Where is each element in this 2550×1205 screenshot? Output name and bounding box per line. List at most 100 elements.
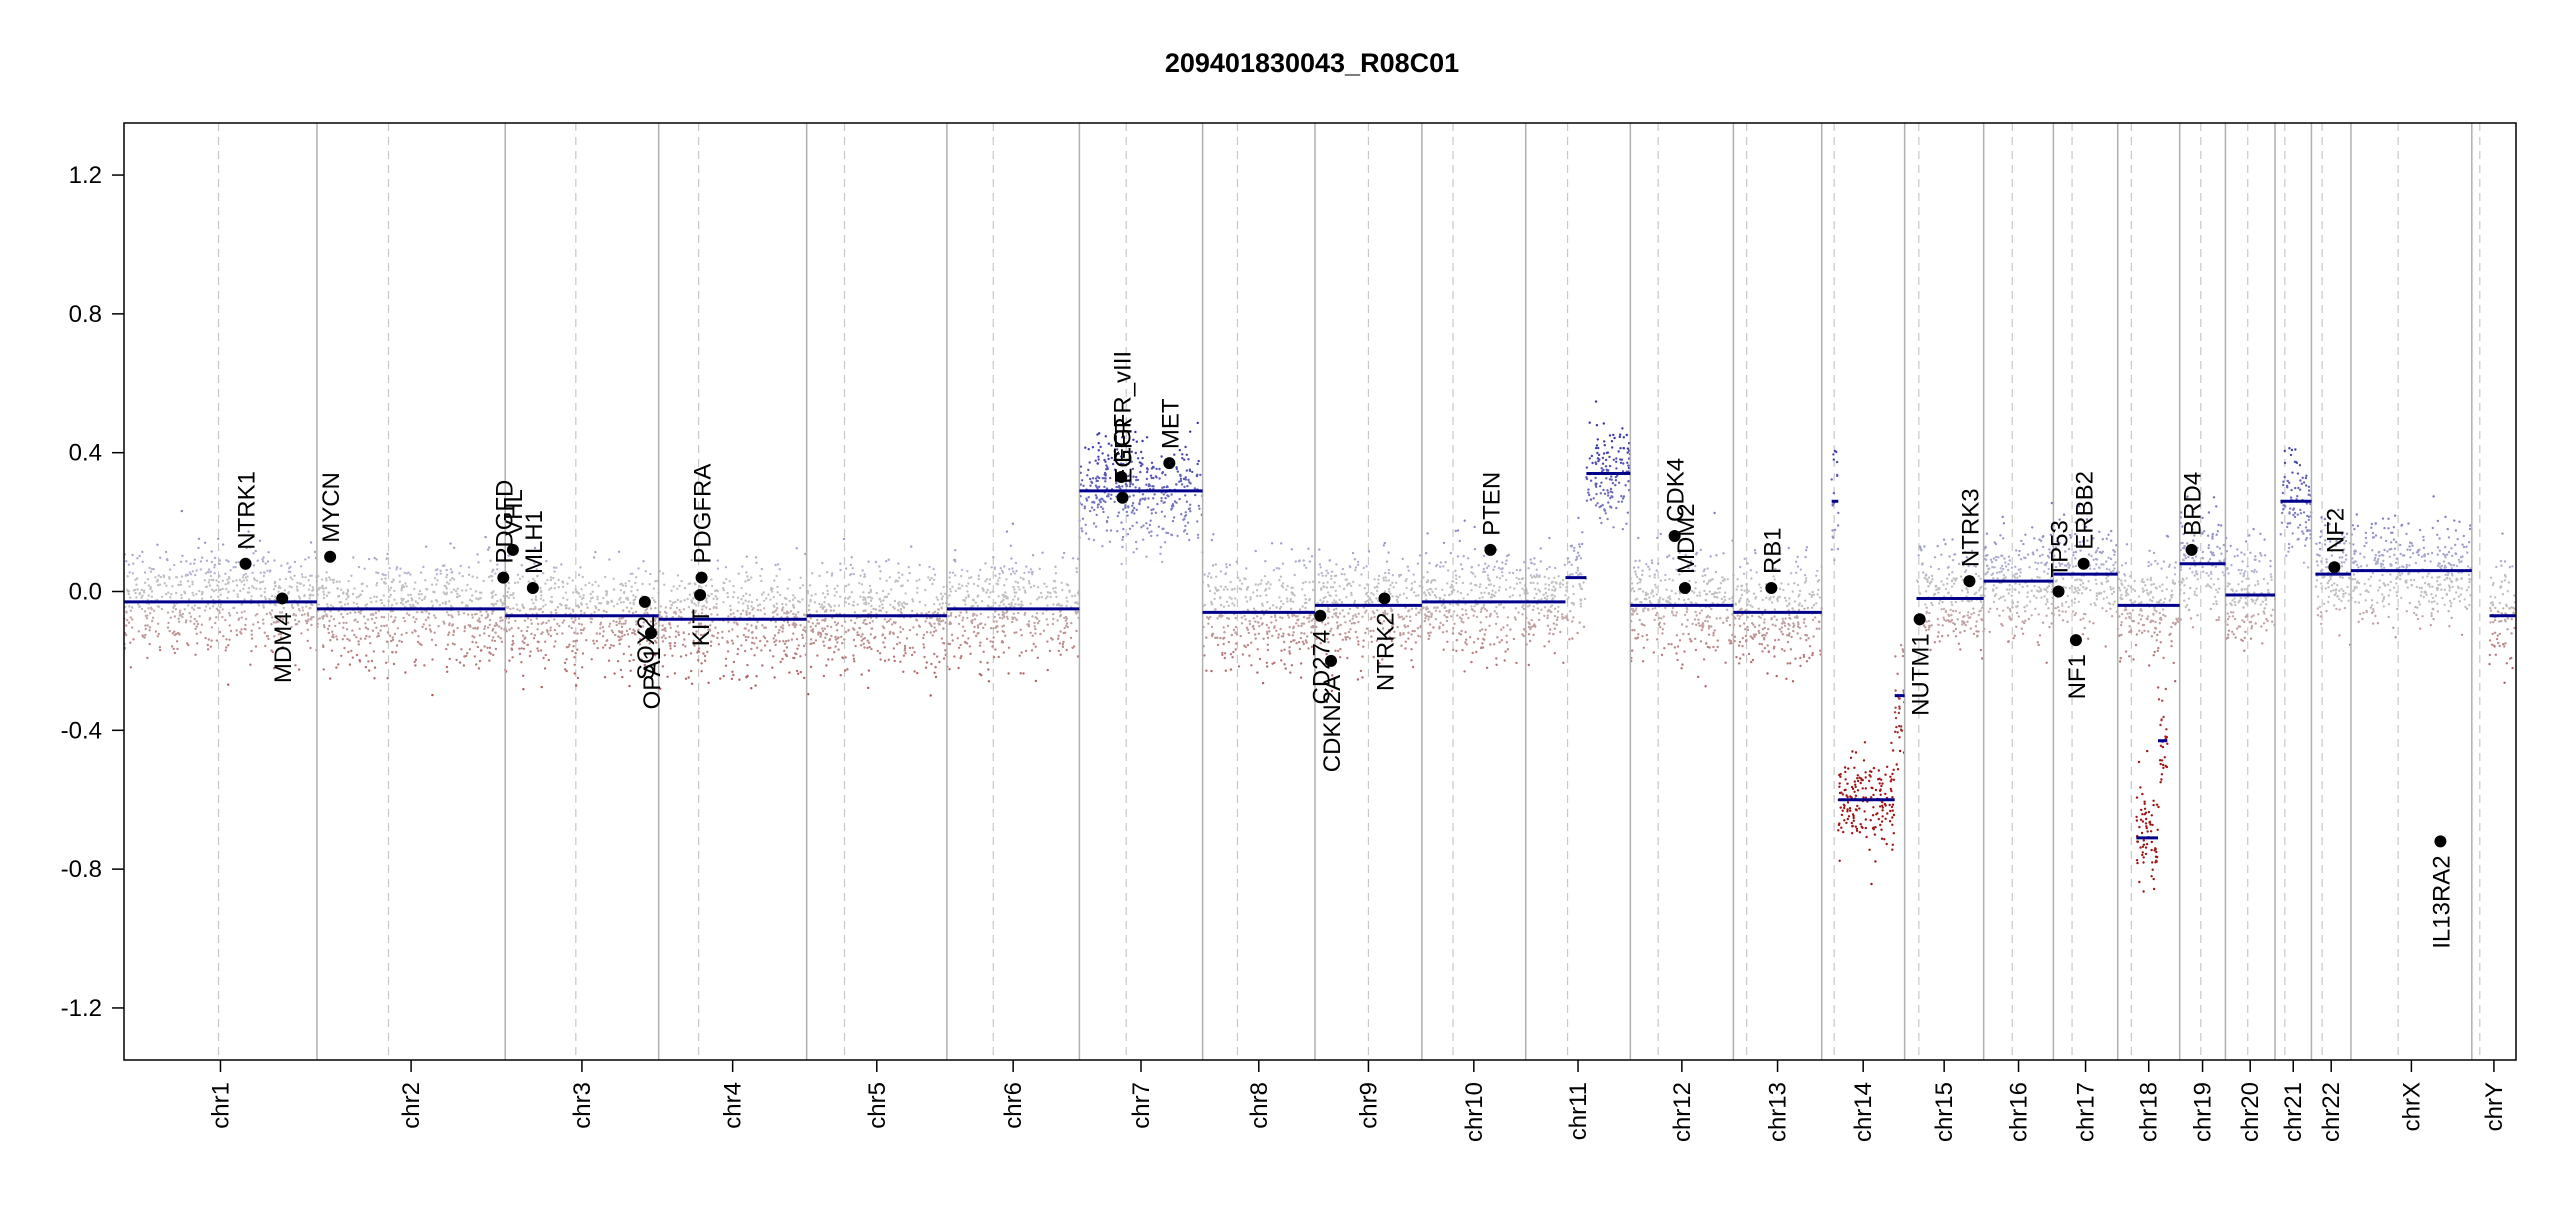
probe-point bbox=[1483, 555, 1485, 557]
probe-point bbox=[196, 620, 198, 622]
probe-point bbox=[1435, 607, 1437, 609]
probe-point bbox=[527, 644, 529, 646]
probe-point bbox=[447, 644, 449, 646]
probe-point bbox=[728, 630, 730, 632]
probe-point bbox=[1663, 623, 1665, 625]
probe-point bbox=[254, 579, 256, 581]
probe-point bbox=[864, 637, 866, 639]
probe-point bbox=[1432, 626, 1434, 628]
probe-point bbox=[998, 656, 1000, 658]
probe-point bbox=[1354, 614, 1356, 616]
probe-point bbox=[435, 583, 437, 585]
probe-point bbox=[706, 601, 708, 603]
probe-point bbox=[1658, 601, 1660, 603]
probe-point bbox=[1020, 629, 1022, 631]
probe-point bbox=[992, 641, 994, 643]
probe-point bbox=[477, 561, 479, 563]
probe-point bbox=[322, 591, 324, 593]
probe-point bbox=[213, 590, 215, 592]
probe-point bbox=[1664, 607, 1666, 609]
probe-point bbox=[1538, 574, 1540, 576]
probe-point bbox=[1516, 569, 1518, 571]
probe-point bbox=[540, 598, 542, 600]
probe-point bbox=[540, 649, 542, 651]
probe-point bbox=[1602, 463, 1604, 465]
probe-point bbox=[1185, 514, 1187, 516]
probe-point bbox=[226, 597, 228, 599]
probe-point bbox=[971, 605, 973, 607]
probe-point bbox=[1672, 614, 1674, 616]
probe-point bbox=[437, 625, 439, 627]
probe-point bbox=[602, 597, 604, 599]
probe-point bbox=[138, 606, 140, 608]
probe-point bbox=[478, 617, 480, 619]
probe-point bbox=[1156, 534, 1158, 536]
probe-point bbox=[715, 603, 717, 605]
probe-point bbox=[132, 562, 134, 564]
probe-point bbox=[241, 581, 243, 583]
probe-point bbox=[1621, 459, 1623, 461]
probe-point bbox=[968, 577, 970, 579]
probe-point bbox=[992, 556, 994, 558]
probe-point bbox=[1074, 595, 1076, 597]
probe-point bbox=[725, 665, 727, 667]
probe-point bbox=[1129, 485, 1131, 487]
probe-point bbox=[1296, 615, 1298, 617]
probe-point bbox=[1557, 575, 1559, 577]
probe-point bbox=[535, 596, 537, 598]
probe-point bbox=[1151, 512, 1153, 514]
probe-point bbox=[852, 604, 854, 606]
probe-point bbox=[453, 588, 455, 590]
probe-point bbox=[1300, 632, 1302, 634]
probe-point bbox=[299, 582, 301, 584]
probe-point bbox=[1627, 447, 1629, 449]
probe-point bbox=[1633, 629, 1635, 631]
probe-point bbox=[1088, 496, 1090, 498]
probe-point bbox=[521, 640, 523, 642]
probe-point bbox=[676, 588, 678, 590]
probe-point bbox=[564, 668, 566, 670]
probe-point bbox=[1551, 581, 1553, 583]
probe-point bbox=[1161, 561, 1163, 563]
probe-point bbox=[1326, 581, 1328, 583]
probe-point bbox=[870, 600, 872, 602]
probe-point bbox=[777, 632, 779, 634]
probe-point bbox=[346, 638, 348, 640]
probe-point bbox=[1521, 613, 1523, 615]
probe-point bbox=[1136, 548, 1138, 550]
probe-point bbox=[1352, 618, 1354, 620]
probe-point bbox=[343, 622, 345, 624]
probe-point bbox=[517, 627, 519, 629]
probe-point bbox=[1489, 643, 1491, 645]
probe-point bbox=[390, 610, 392, 612]
probe-point bbox=[144, 582, 146, 584]
probe-point bbox=[1595, 484, 1597, 486]
probe-point bbox=[997, 579, 999, 581]
probe-point bbox=[828, 647, 830, 649]
probe-point bbox=[527, 626, 529, 628]
probe-point bbox=[1052, 613, 1054, 615]
probe-point bbox=[1652, 608, 1654, 610]
probe-point bbox=[300, 632, 302, 634]
probe-point bbox=[1335, 563, 1337, 565]
probe-point bbox=[824, 637, 826, 639]
probe-point bbox=[1340, 624, 1342, 626]
probe-point bbox=[1357, 564, 1359, 566]
probe-point bbox=[941, 598, 943, 600]
probe-point bbox=[1283, 649, 1285, 651]
probe-point bbox=[1244, 578, 1246, 580]
probe-point bbox=[977, 624, 979, 626]
probe-point bbox=[773, 580, 775, 582]
probe-point bbox=[342, 616, 344, 618]
probe-point bbox=[688, 606, 690, 608]
probe-point bbox=[1530, 558, 1532, 560]
probe-point bbox=[551, 596, 553, 598]
probe-point bbox=[1439, 610, 1441, 612]
probe-point bbox=[554, 629, 556, 631]
probe-point bbox=[539, 587, 541, 589]
probe-point bbox=[1573, 603, 1575, 605]
probe-point bbox=[1037, 657, 1039, 659]
probe-point bbox=[357, 640, 359, 642]
probe-point bbox=[1610, 495, 1612, 497]
probe-point bbox=[325, 571, 327, 573]
